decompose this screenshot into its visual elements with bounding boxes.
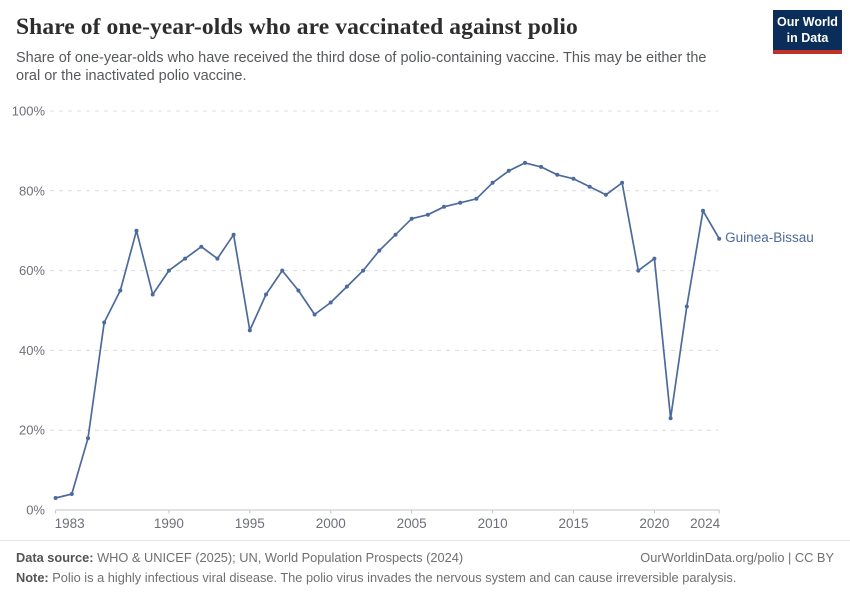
data-point[interactable]	[361, 268, 366, 273]
data-point[interactable]	[636, 268, 641, 273]
x-tick-label: 2015	[558, 516, 588, 531]
data-point[interactable]	[684, 304, 689, 309]
data-point[interactable]	[571, 176, 576, 181]
x-tick-label: 1995	[235, 516, 265, 531]
chart-subtitle: Share of one-year-olds who have received…	[16, 50, 707, 85]
data-point[interactable]	[183, 256, 188, 261]
data-point[interactable]	[620, 180, 625, 185]
entity-label[interactable]: Guinea-Bissau	[725, 230, 814, 245]
data-point[interactable]	[215, 256, 220, 261]
data-point[interactable]	[247, 328, 252, 333]
data-source: Data source: WHO & UNICEF (2025); UN, Wo…	[16, 548, 463, 568]
data-point[interactable]	[312, 312, 317, 317]
data-point[interactable]	[668, 416, 673, 421]
data-point[interactable]	[393, 232, 398, 237]
data-source-label: Data source:	[16, 550, 94, 565]
chart-area: 0% 20% 40% 60% 80% 100% 1983 1990 1995 2000 2005 20…	[0, 95, 850, 540]
data-point[interactable]	[166, 268, 171, 273]
x-tick-label: 2020	[639, 516, 669, 531]
x-tick-label: 2005	[397, 516, 427, 531]
note-text: Polio is a highly infectious viral disea…	[48, 569, 737, 585]
note-label: Note:	[16, 569, 49, 585]
data-point[interactable]	[523, 160, 527, 165]
chart-header: Share of one-year-olds who are vaccinate…	[16, 14, 750, 85]
data-point[interactable]	[409, 216, 414, 221]
data-point[interactable]	[539, 164, 544, 169]
data-point[interactable]	[377, 248, 382, 253]
y-tick-label: 20%	[19, 423, 45, 438]
data-point[interactable]	[458, 200, 463, 205]
data-point[interactable]	[717, 236, 722, 241]
line-chart[interactable]: 0% 20% 40% 60% 80% 100% 1983 1990 1995 2000 2005 20…	[0, 95, 850, 540]
data-point[interactable]	[555, 172, 560, 177]
x-tick-label: 1990	[154, 516, 184, 531]
data-point[interactable]	[264, 292, 268, 297]
data-point[interactable]	[474, 196, 479, 201]
y-tick-label: 80%	[19, 183, 45, 198]
x-tick-label: 2000	[316, 516, 346, 531]
x-tick-label: 1983	[55, 516, 85, 531]
data-point[interactable]	[102, 320, 107, 325]
data-point[interactable]	[53, 496, 58, 500]
owid-logo-line2: in Data	[786, 30, 829, 45]
chart-footer: Data source: WHO & UNICEF (2025); UN, Wo…	[0, 540, 850, 588]
data-point[interactable]	[442, 204, 446, 209]
data-point[interactable]	[118, 288, 123, 293]
data-point[interactable]	[328, 300, 333, 305]
data-point[interactable]	[134, 228, 139, 233]
data-point[interactable]	[652, 256, 657, 261]
data-source-text: WHO & UNICEF (2025); UN, World Populatio…	[93, 550, 464, 565]
data-point[interactable]	[86, 436, 90, 441]
owid-cc-link[interactable]: OurWorldinData.org/polio | CC BY	[640, 550, 834, 565]
data-point[interactable]	[150, 292, 155, 297]
page-title: Share of one-year-olds who are vaccinate…	[16, 14, 578, 40]
owid-logo-line1: Our World	[777, 15, 838, 29]
data-point[interactable]	[199, 244, 204, 249]
y-tick-label: 0%	[26, 503, 45, 518]
data-point[interactable]	[344, 284, 349, 289]
data-point[interactable]	[587, 184, 592, 189]
data-line[interactable]	[54, 162, 721, 499]
owid-logo: Our World in Data	[773, 10, 842, 55]
data-point[interactable]	[231, 232, 236, 237]
data-point[interactable]	[425, 212, 430, 217]
x-tick-label: 2024	[690, 516, 721, 531]
y-tick-label: 60%	[19, 263, 45, 278]
y-tick-label: 100%	[12, 104, 46, 119]
data-point[interactable]	[490, 180, 495, 185]
x-tick-label: 2010	[478, 516, 508, 531]
note: Note: Polio is a highly infectious viral…	[16, 570, 736, 585]
data-point[interactable]	[69, 492, 74, 496]
data-point[interactable]	[701, 208, 705, 213]
data-point[interactable]	[280, 268, 285, 273]
data-point[interactable]	[296, 288, 301, 293]
data-point[interactable]	[506, 168, 511, 173]
data-point[interactable]	[603, 192, 608, 197]
y-tick-label: 40%	[19, 343, 45, 358]
